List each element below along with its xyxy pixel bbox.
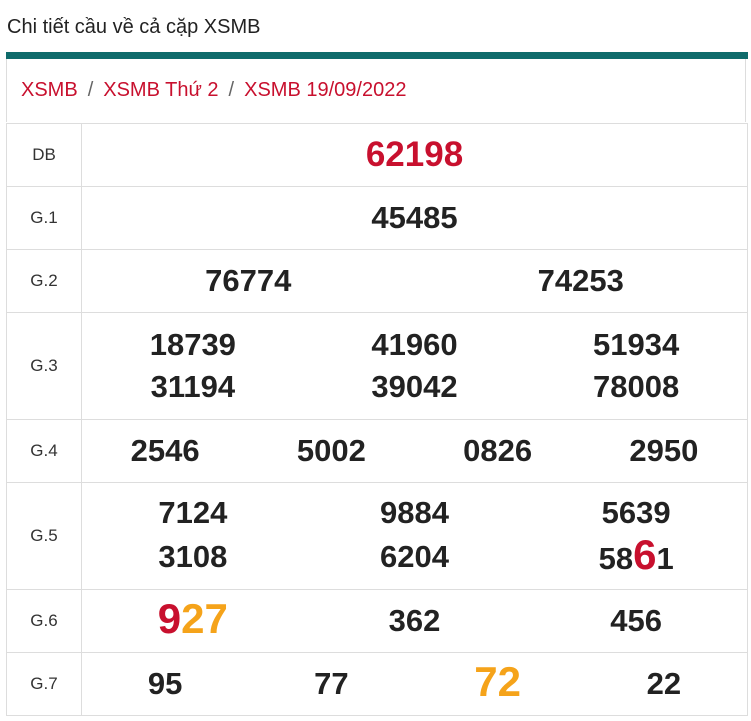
prize-numbers: 45485 [81, 186, 748, 250]
number-grid: 62198 [82, 126, 747, 184]
number-grid: 7124 9884 5639 3108 6204 5861 [82, 484, 747, 588]
prize-label: DB [6, 123, 82, 187]
highlighted-digits: 6 [633, 531, 657, 578]
prize-numbers: 18739 41960 51934 31194 39042 78008 [81, 312, 748, 420]
lottery-number: 5002 [296, 433, 366, 468]
prize-numbers: 76774 74253 [81, 249, 748, 313]
digits: 58 [598, 541, 634, 576]
lottery-number: 51934 [593, 327, 680, 362]
number-grid: 95 77 72 22 [82, 653, 747, 715]
breadcrumb-link[interactable]: XSMB Thứ 2 [103, 79, 219, 101]
prize-numbers: 2546 5002 0826 2950 [81, 419, 748, 483]
lottery-number: 62198 [365, 135, 464, 174]
number-grid: 45485 [82, 189, 747, 247]
prize-label: G.1 [6, 186, 82, 250]
breadcrumb: XSMB / XSMB Thứ 2 / XSMB 19/09/2022 [6, 59, 746, 122]
lottery-number: 41960 [371, 327, 458, 362]
lottery-number: 72 [474, 661, 521, 707]
lottery-number: 2950 [629, 433, 699, 468]
number-grid: 927 362 456 [82, 590, 747, 652]
page-title: Chi tiết cầu về cả cặp XSMB [7, 16, 261, 38]
breadcrumb-separator: / [87, 79, 94, 101]
lottery-number: 9884 [380, 495, 449, 530]
result-row: G.2 76774 74253 [6, 249, 748, 313]
result-row: G.6 927 362 456 [6, 589, 748, 653]
digits: 1 [656, 541, 674, 576]
prize-label: G.3 [6, 312, 82, 420]
breadcrumb-separator: / [228, 79, 235, 101]
lottery-number: 31194 [150, 369, 236, 404]
lottery-number: 22 [646, 666, 682, 701]
lottery-number: 362 [388, 603, 441, 638]
lottery-number: 0826 [463, 433, 533, 468]
prize-numbers: 62198 [81, 123, 748, 187]
lottery-number: 77 [314, 666, 349, 701]
lottery-number: 5861 [599, 534, 674, 580]
lottery-number: 3108 [158, 539, 228, 574]
number-grid: 18739 41960 51934 31194 39042 78008 [82, 316, 747, 416]
prize-numbers: 927 362 456 [81, 589, 748, 653]
highlighted-digits: 72 [474, 658, 521, 705]
prize-numbers: 7124 9884 5639 3108 6204 5861 [81, 482, 748, 590]
result-row: G.7 95 77 72 22 [6, 652, 748, 716]
lottery-number: 76774 [205, 263, 292, 298]
prize-label: G.5 [6, 482, 82, 590]
lottery-number: 5639 [601, 495, 671, 530]
lottery-number: 45485 [371, 200, 458, 235]
result-row: G.4 2546 5002 0826 2950 [6, 419, 748, 483]
results-table: DB 62198 G.1 45485 G.2 76774 74253 G.3 18739 4196… [6, 123, 748, 716]
result-row: G.1 45485 [6, 186, 748, 250]
lottery-number: 78008 [593, 369, 680, 404]
prize-label: G.2 [6, 249, 82, 313]
prize-numbers: 95 77 72 22 [81, 652, 748, 716]
result-row: G.3 18739 41960 51934 31194 39042 78008 [6, 312, 748, 420]
prize-label: G.4 [6, 419, 82, 483]
number-grid: 76774 74253 [82, 252, 747, 310]
lottery-number: 2546 [130, 433, 200, 468]
highlighted-digits: 9 [157, 595, 182, 642]
lottery-number: 18739 [149, 327, 236, 362]
breadcrumb-link[interactable]: XSMB [21, 79, 78, 101]
highlighted-digits: 27 [181, 595, 228, 642]
lottery-number: 456 [610, 603, 663, 638]
result-row: G.5 7124 9884 5639 3108 6204 5861 [6, 482, 748, 590]
lottery-number: 39042 [371, 369, 458, 404]
prize-label: G.7 [6, 652, 82, 716]
lottery-number: 6204 [380, 539, 449, 574]
header-bar [6, 52, 748, 59]
lottery-number: 74253 [537, 263, 624, 298]
lottery-number: 95 [147, 666, 183, 701]
result-row: DB 62198 [6, 123, 748, 187]
number-grid: 2546 5002 0826 2950 [82, 422, 747, 480]
lottery-number: 927 [158, 598, 228, 644]
prize-label: G.6 [6, 589, 82, 653]
breadcrumb-link[interactable]: XSMB 19/09/2022 [244, 79, 407, 101]
lottery-number: 7124 [158, 495, 228, 530]
